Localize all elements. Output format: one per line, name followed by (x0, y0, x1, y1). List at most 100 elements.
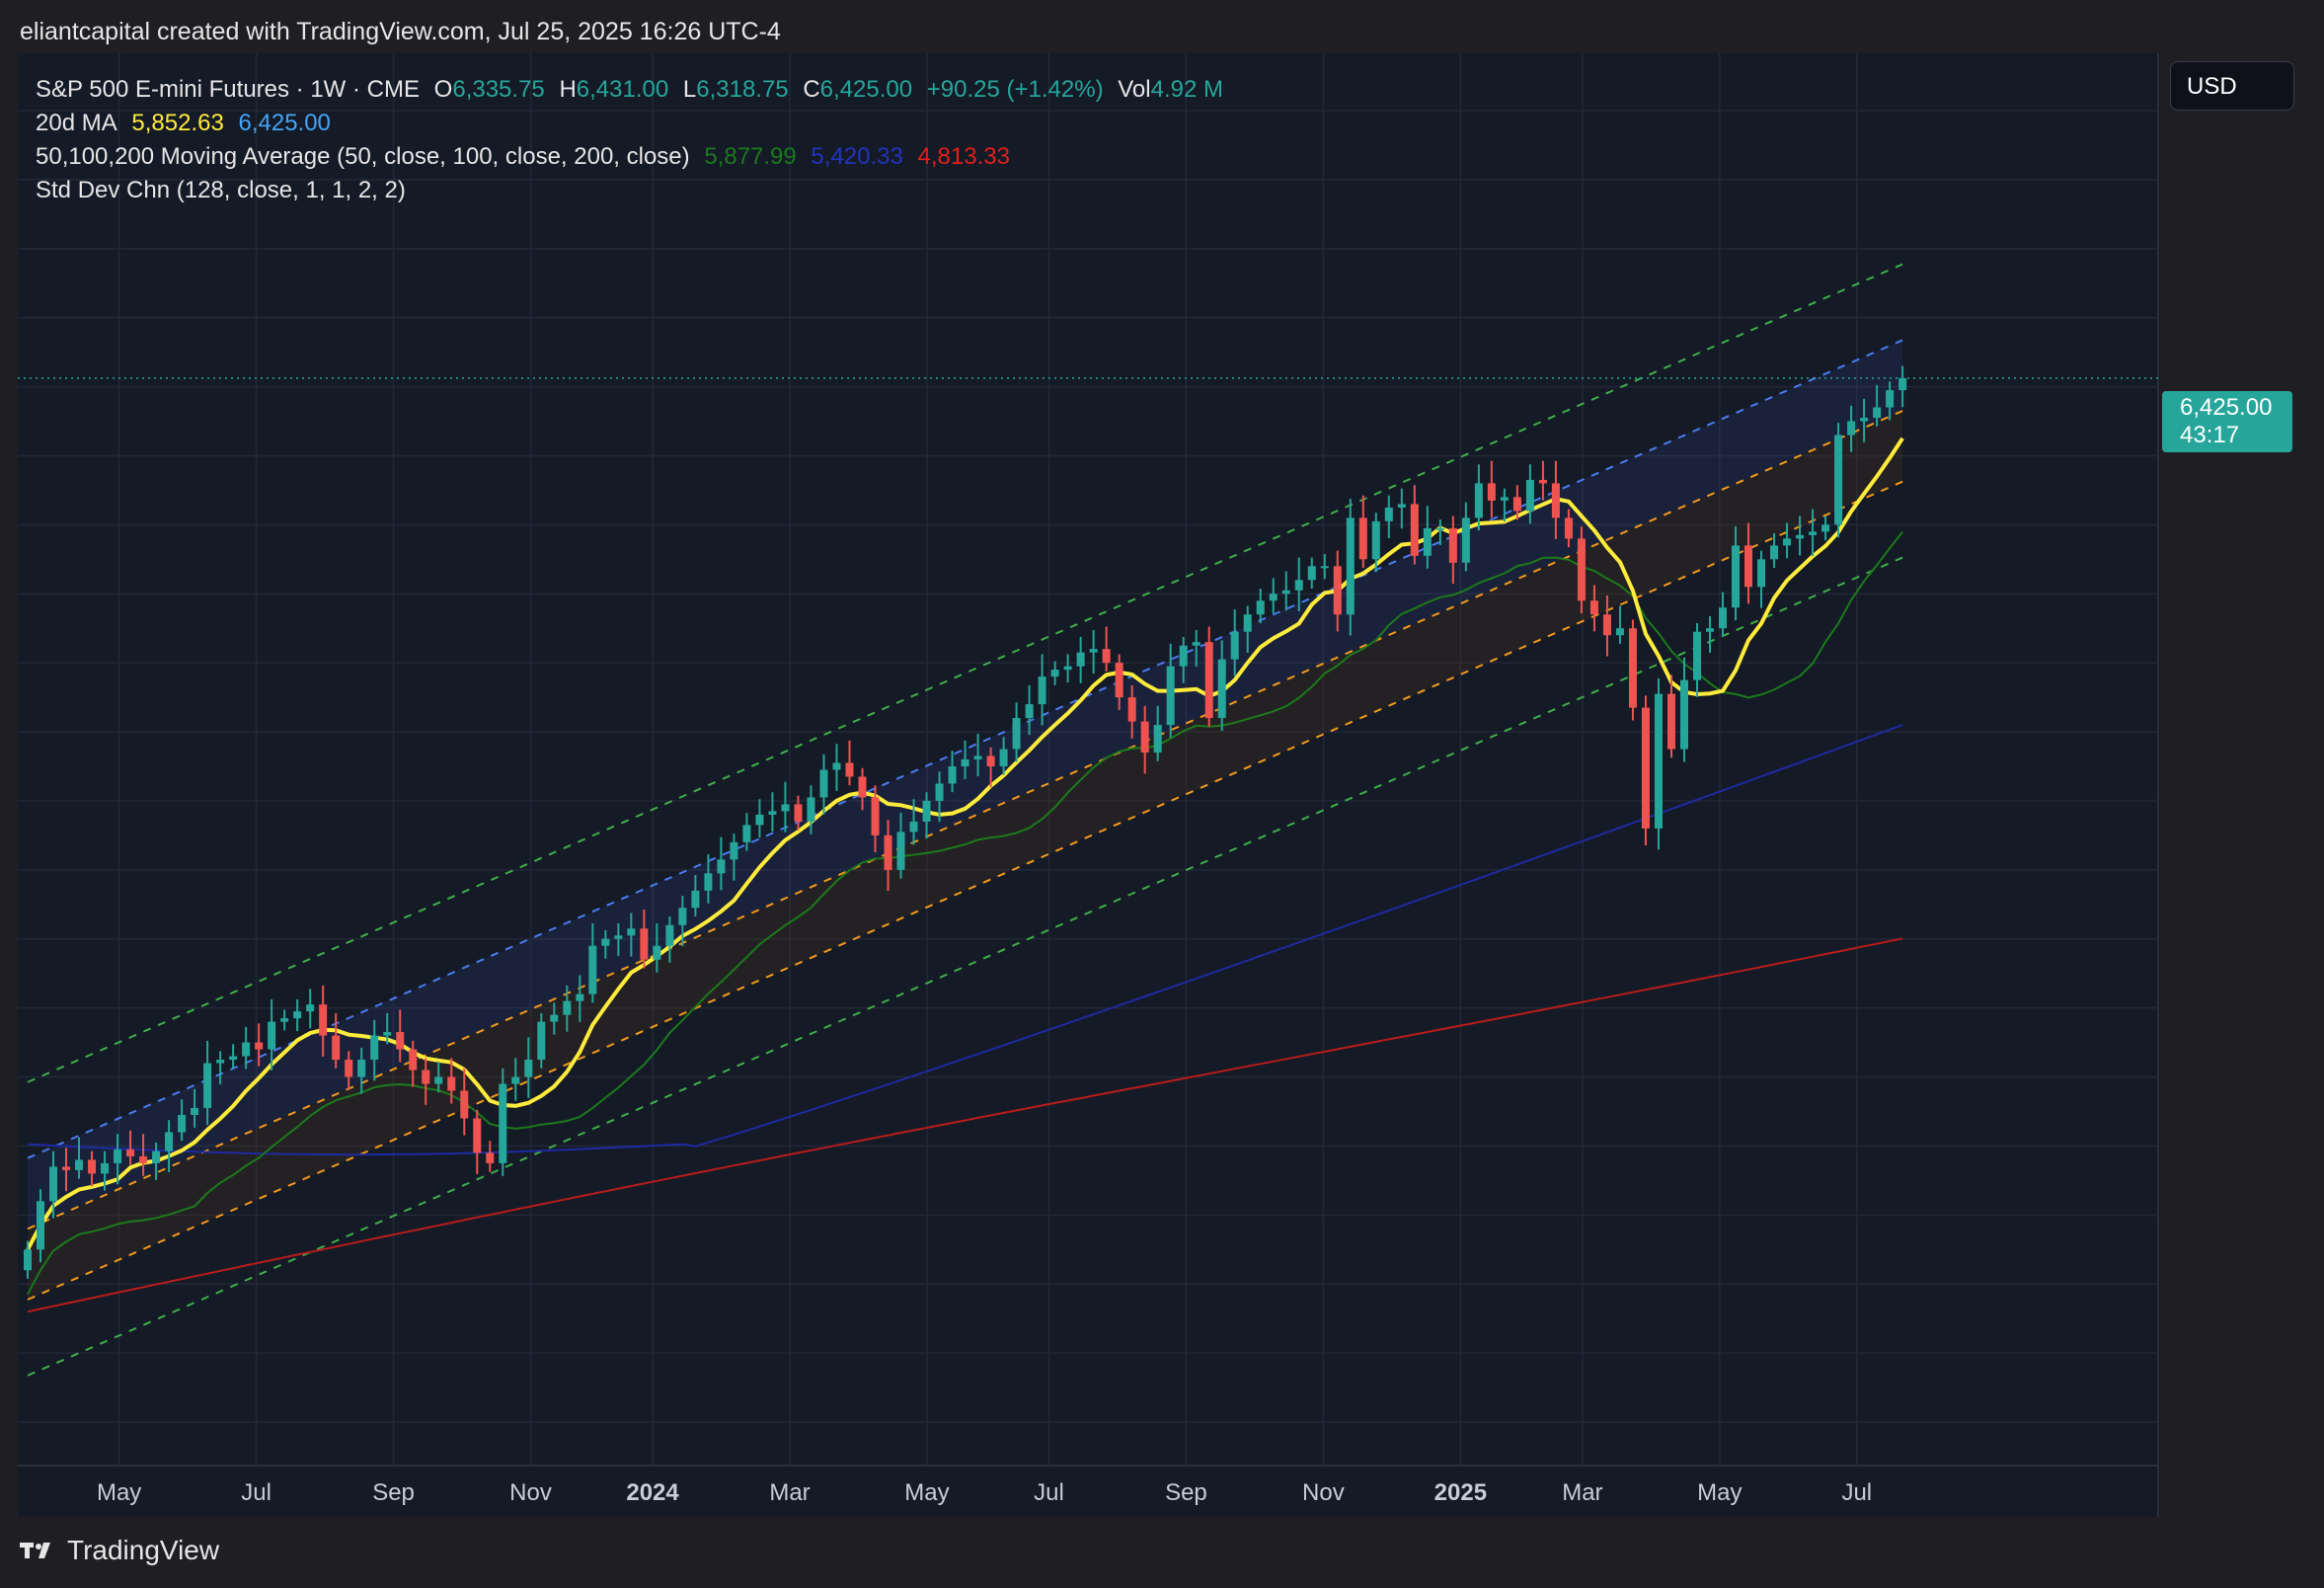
candle-body (1809, 531, 1818, 535)
candle-body (1538, 479, 1547, 484)
candle-body (1153, 725, 1162, 754)
candle-body (409, 1049, 418, 1071)
currency-button[interactable]: USD (2170, 61, 2294, 111)
ma20-source-value: 6,425.00 (238, 110, 331, 136)
ma20-line (26, 437, 1904, 1251)
tradingview-logo-icon (20, 1543, 50, 1558)
price-chart[interactable]: 7,200.007,000.006,800.006,600.006,400.00… (18, 53, 2160, 1517)
bar-countdown: 43:17 (2180, 422, 2240, 448)
candle-body (563, 1000, 572, 1015)
candle-body (922, 800, 931, 822)
candle-body (422, 1070, 430, 1084)
candle-body (691, 890, 700, 909)
candle-body (357, 1060, 366, 1077)
candle-body (1371, 520, 1380, 560)
candle-body (1719, 607, 1728, 629)
low-value: 6,318.75 (696, 76, 789, 103)
candle-body (1320, 566, 1329, 569)
candle-body (1783, 538, 1792, 546)
candle-body (370, 1035, 379, 1061)
candle-body (114, 1149, 122, 1163)
candle-body (1050, 670, 1059, 677)
x-tick-label: Nov (1302, 1479, 1345, 1506)
candle-body (1500, 497, 1509, 501)
chart-frame[interactable]: 7,200.007,000.006,800.006,600.006,400.00… (18, 53, 2160, 1517)
last-price-value: 6,425.00 (2180, 394, 2273, 421)
attribution-text: eliantcapital created with TradingView.c… (20, 18, 781, 45)
candle-body (203, 1063, 212, 1108)
candle-body (640, 928, 649, 960)
x-tick-label: Nov (509, 1479, 552, 1506)
candle-body (293, 1011, 302, 1019)
candle-body (588, 945, 597, 994)
candle-body (1873, 407, 1882, 419)
candle-body (1602, 614, 1611, 636)
candle-body (396, 1032, 405, 1050)
candle-body (1115, 663, 1123, 698)
candle-body (1076, 652, 1085, 667)
candle-body (961, 759, 969, 766)
x-tick-label: Mar (769, 1479, 810, 1506)
candle-body (511, 1076, 520, 1084)
x-tick-label: Jul (1841, 1479, 1872, 1506)
candle-body (1358, 517, 1367, 560)
legend-ma20-row[interactable]: 20d MA 5,852.63 6,425.00 (36, 107, 1231, 140)
candle-body (1217, 659, 1226, 719)
candle-body (550, 1014, 559, 1022)
candle-body (794, 804, 803, 822)
candle-body (191, 1107, 199, 1115)
legend-ohlc-row: S&P 500 E-mini Futures · 1W · CME O6,335… (36, 73, 1231, 107)
volume-value: 4.92 M (1150, 76, 1223, 103)
candle-body (576, 993, 584, 1001)
candle-body (730, 841, 738, 860)
candle-body (486, 1152, 495, 1163)
stddev-label: Std Dev Chn (128, close, 1, 1, 2, 2) (36, 177, 406, 203)
candle-body (614, 935, 623, 939)
candle-body (948, 766, 957, 784)
candle-body (1307, 566, 1316, 581)
candle-body (1025, 704, 1034, 719)
symbol-title[interactable]: S&P 500 E-mini Futures · 1W · CME (36, 76, 420, 103)
candle-body (1179, 645, 1188, 667)
open-label: O (433, 76, 453, 103)
candle-body (1410, 504, 1419, 556)
candle-body (473, 1118, 482, 1153)
candle-body (986, 755, 995, 766)
candle-body (845, 762, 854, 777)
candle-body (1641, 707, 1650, 829)
candle-body (1796, 534, 1805, 539)
candle-body (1757, 559, 1766, 588)
candle-body (242, 1042, 251, 1057)
legend-ma-row[interactable]: 50,100,200 Moving Average (50, close, 10… (36, 140, 1231, 174)
candle-body (909, 821, 918, 833)
candle-body (152, 1151, 161, 1163)
candle-body (306, 1004, 315, 1012)
candle-body (139, 1155, 148, 1163)
candle-body (101, 1162, 110, 1174)
close-label: C (803, 76, 820, 103)
candle-body (678, 908, 687, 925)
candle-body (37, 1201, 45, 1250)
candle-body (1397, 504, 1406, 508)
channel-upper-fill (28, 340, 1903, 1230)
candle-body (1692, 631, 1702, 680)
last-price-label: 6,425.00 43:17 (2162, 391, 2292, 452)
candle-body (319, 1004, 328, 1036)
candle-body (1127, 697, 1136, 722)
candle-body (819, 769, 828, 798)
candle-body (973, 755, 982, 760)
ma50-value: 5,877.99 (704, 143, 797, 170)
legend-stddev-row[interactable]: Std Dev Chn (128, close, 1, 1, 2, 2) (36, 174, 1231, 207)
candle-body (1615, 628, 1624, 636)
candle-body (1744, 545, 1753, 588)
candle-body (216, 1060, 225, 1064)
tradingview-logo[interactable]: TradingView (20, 1535, 219, 1566)
candle-body (1577, 538, 1586, 601)
candle-body (871, 797, 880, 835)
candle-body (332, 1035, 341, 1061)
candle-body (524, 1060, 533, 1077)
candle-body (255, 1042, 264, 1050)
candle-body (896, 832, 905, 870)
low-label: L (682, 76, 697, 103)
candle-body (1038, 676, 1046, 705)
